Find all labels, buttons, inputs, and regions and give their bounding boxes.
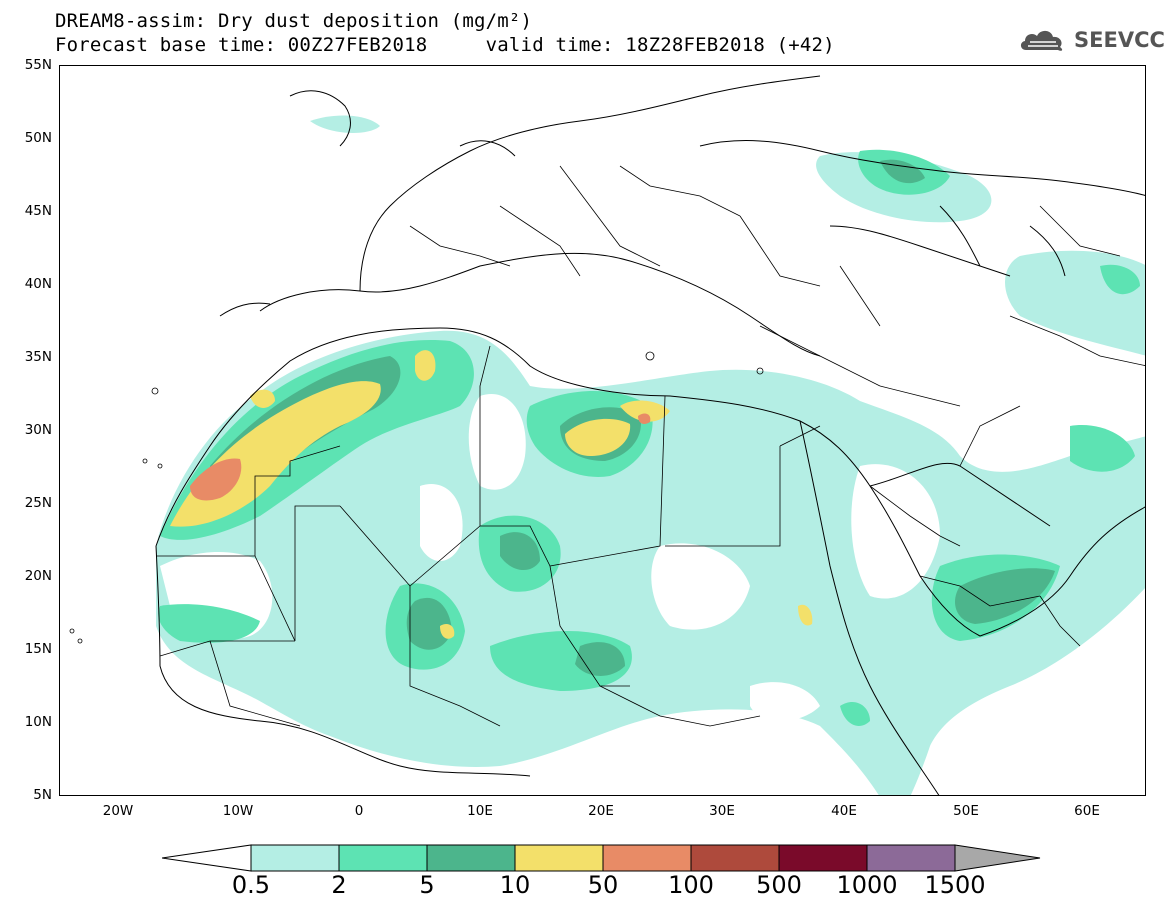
coastlines — [155, 75, 1145, 795]
lat-label-30n: 30N — [24, 422, 52, 438]
lat-label-40n: 40N — [24, 276, 52, 292]
country-borders — [156, 165, 1145, 727]
lat-label-25n: 25N — [24, 495, 52, 511]
colorbar — [162, 844, 1041, 872]
lon-label-0: 0 — [354, 803, 364, 819]
colorbar-segment-2 — [338, 844, 428, 872]
lon-label-60e: 60E — [1074, 803, 1100, 819]
lat-label-5n: 5N — [33, 787, 52, 803]
lon-label-30e: 30E — [709, 803, 735, 819]
lat-label-10n: 10N — [24, 714, 52, 730]
dust-contours-level-5 — [190, 413, 651, 501]
cloud-icon — [1020, 30, 1063, 51]
colorbar-segment-5 — [602, 844, 692, 872]
colorbar-segment-8 — [866, 844, 956, 872]
lon-label-20e: 20E — [588, 803, 614, 819]
colorbar-segment-3 — [426, 844, 516, 872]
map-title: DREAM8-assim: Dry dust deposition (mg/m²… — [55, 10, 533, 32]
colorbar-label-50: 50 — [587, 871, 619, 899]
seevccc-logo: SEEVCCC — [1018, 26, 1165, 54]
colorbar-label-2: 2 — [331, 871, 347, 899]
colorbar-label-0-5: 0.5 — [231, 871, 271, 899]
colorbar-segment-1 — [250, 844, 340, 872]
islands — [69, 351, 764, 644]
colorbar-label-500: 500 — [756, 871, 802, 899]
colorbar-label-100: 100 — [668, 871, 714, 899]
colorbar-segment-6 — [690, 844, 780, 872]
lat-label-15n: 15N — [24, 641, 52, 657]
lat-label-55n: 55N — [24, 57, 52, 73]
colorbar-label-5: 5 — [419, 871, 435, 899]
logo-text: SEEVCCC — [1074, 28, 1165, 52]
forecast-time-line: Forecast base time: 00Z27FEB2018 valid t… — [55, 34, 835, 56]
map-area — [59, 65, 1146, 796]
colorbar-under-triangle — [162, 844, 252, 872]
lon-label-10w: 10W — [222, 803, 254, 819]
colorbar-label-1000: 1000 — [836, 871, 898, 899]
lon-label-40e: 40E — [831, 803, 857, 819]
colorbar-over-triangle — [954, 844, 1041, 872]
colorbar-segment-4 — [514, 844, 604, 872]
lon-label-50e: 50E — [953, 803, 979, 819]
colorbar-label-1500: 1500 — [924, 871, 986, 899]
lat-label-45n: 45N — [24, 203, 52, 219]
lat-label-50n: 50N — [24, 130, 52, 146]
lon-label-10e: 10E — [467, 803, 493, 819]
colorbar-segment-7 — [778, 844, 868, 872]
lat-label-35n: 35N — [24, 349, 52, 365]
lon-label-20w: 20W — [102, 803, 134, 819]
colorbar-label-10: 10 — [499, 871, 531, 899]
dust-gaps — [160, 394, 940, 721]
dust-map — [69, 75, 1145, 795]
lat-label-20n: 20N — [24, 568, 52, 584]
